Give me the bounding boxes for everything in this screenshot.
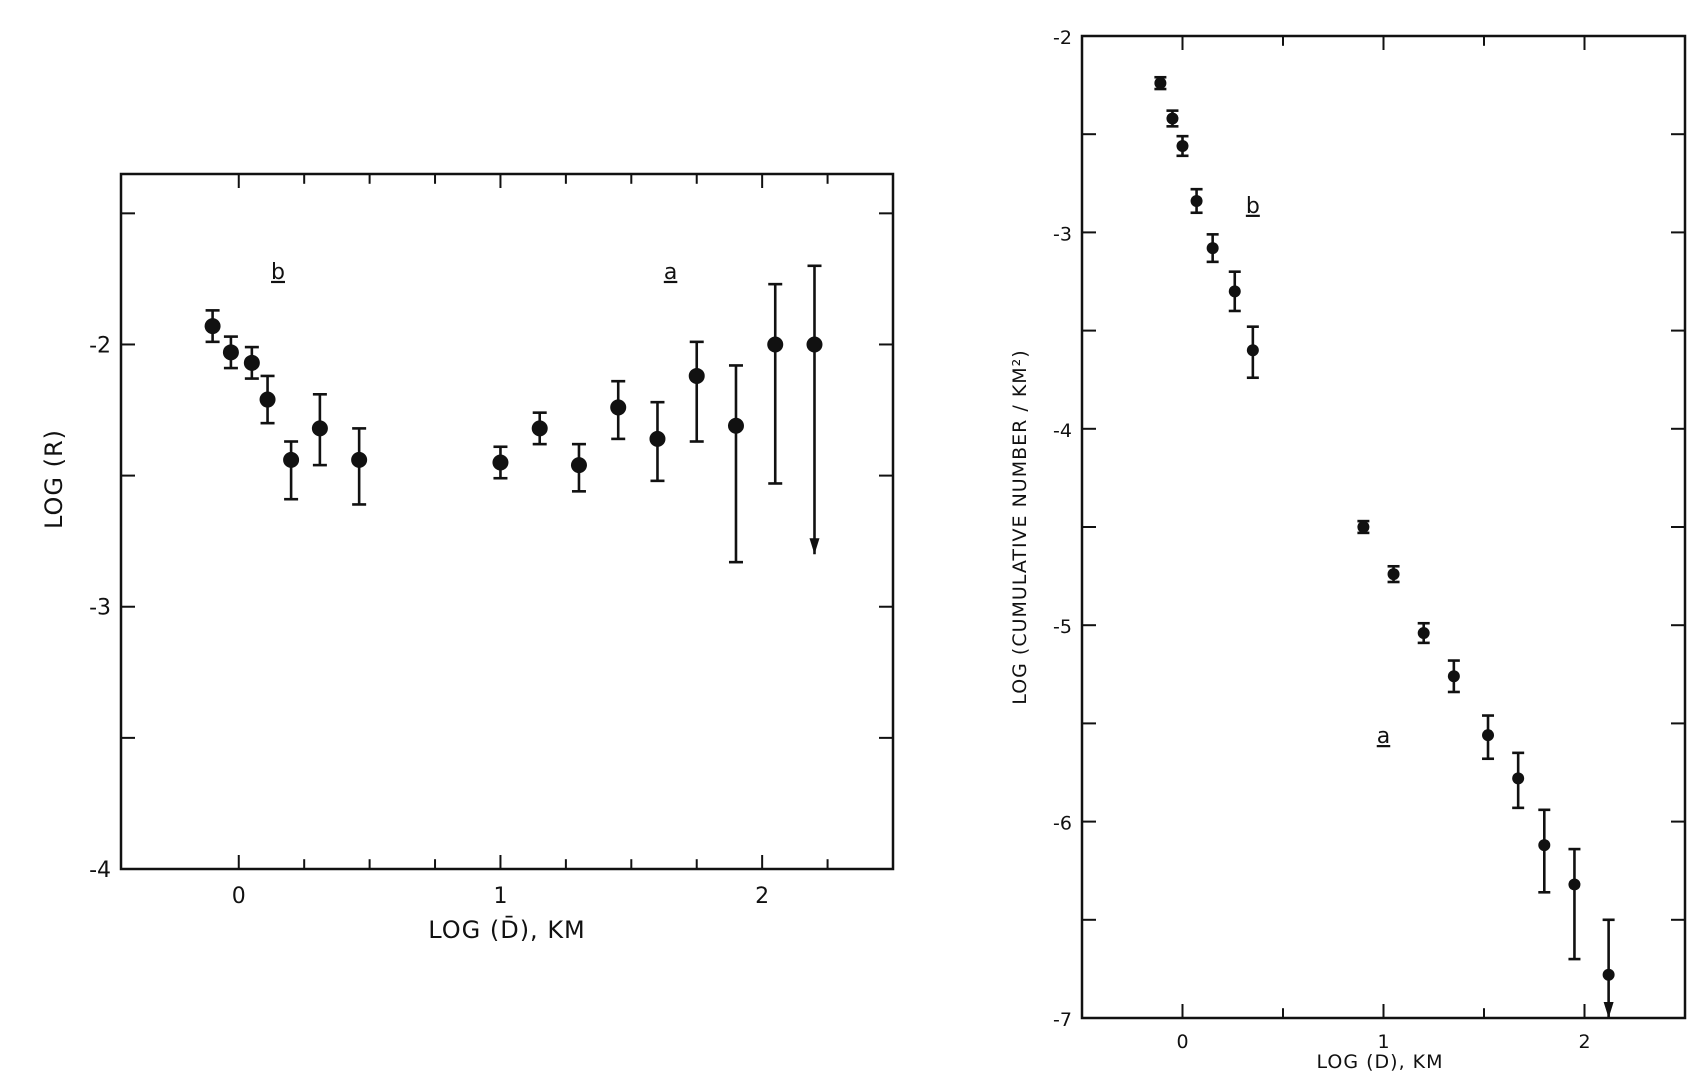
chart-left: 0 1 2 -2 -3 -4 b a LOG (D̄), KM LOG (R) xyxy=(40,172,895,944)
data-point-b xyxy=(1176,139,1189,152)
y-tick-label: -6 xyxy=(1053,813,1072,835)
data-point-b xyxy=(1190,194,1203,207)
data-point-a xyxy=(806,336,823,353)
x-tick-label: 2 xyxy=(755,884,769,909)
ticks-left xyxy=(121,174,893,870)
points-right xyxy=(1154,75,1615,1018)
data-point-a xyxy=(570,457,587,474)
data-point-a xyxy=(688,367,705,384)
data-point-b xyxy=(1246,344,1259,357)
group-label-a: a xyxy=(664,260,677,285)
data-point-a xyxy=(767,336,784,353)
group-label-a: a xyxy=(1377,724,1390,749)
y-tick-label: -2 xyxy=(89,333,111,358)
tick-labels-left: 0 1 2 -2 -3 -4 b a xyxy=(89,260,769,909)
data-point-a xyxy=(1417,627,1430,640)
data-point-b xyxy=(1166,112,1179,125)
data-point-b xyxy=(351,451,368,468)
data-point-b xyxy=(1228,285,1241,298)
x-tick-label: 1 xyxy=(493,884,507,909)
data-point-b xyxy=(1206,242,1219,255)
x-tick-label: 0 xyxy=(1176,1031,1188,1053)
data-point-a xyxy=(1602,968,1615,981)
data-point-a xyxy=(1538,839,1551,852)
data-point-b xyxy=(1154,77,1167,90)
y-tick-label: -2 xyxy=(1053,27,1072,49)
plot-frame-left xyxy=(119,172,895,871)
ticks-right xyxy=(1081,35,1685,1019)
data-point-a xyxy=(1387,568,1400,581)
x-tick-label: 0 xyxy=(232,884,246,909)
data-point-b xyxy=(204,318,221,335)
data-point-a xyxy=(1482,729,1495,742)
plot-frame-right xyxy=(1080,34,1687,1020)
data-point-a xyxy=(649,430,666,447)
y-tick-label: -5 xyxy=(1053,616,1072,638)
y-axis-label-left: LOG (R) xyxy=(40,429,68,529)
chart-right: 0 1 2 -2 -3 -4 -5 -6 -7 b a LOG (D), KM LOG (CUMUL… xyxy=(1009,27,1687,1073)
x-tick-label: 2 xyxy=(1578,1031,1590,1053)
data-point-b xyxy=(283,451,300,468)
data-point-a xyxy=(610,399,627,416)
data-point-a xyxy=(727,417,744,434)
y-tick-label: -4 xyxy=(1053,420,1072,442)
y-tick-label: -7 xyxy=(1053,1009,1072,1031)
data-point-a xyxy=(492,454,509,471)
y-axis-label-right: LOG (CUMULATIVE NUMBER / KM²) xyxy=(1009,349,1031,704)
data-point-b xyxy=(259,391,276,408)
data-point-a xyxy=(1512,772,1525,785)
data-point-a xyxy=(1447,670,1460,683)
data-point-b xyxy=(311,420,328,437)
data-point-b xyxy=(222,344,239,361)
points-left xyxy=(204,264,823,564)
tick-labels-right: 0 1 2 -2 -3 -4 -5 -6 -7 b a xyxy=(1053,27,1591,1053)
group-label-b: b xyxy=(271,260,285,285)
y-tick-label: -4 xyxy=(89,858,111,883)
y-tick-label: -3 xyxy=(1053,223,1072,245)
x-tick-label: 1 xyxy=(1377,1031,1389,1053)
data-point-a xyxy=(1357,521,1370,533)
y-tick-label: -3 xyxy=(89,596,111,621)
data-point-a xyxy=(531,420,548,437)
data-point-b xyxy=(243,354,260,371)
upper-limit-arrow xyxy=(1603,1002,1614,1018)
data-point-a xyxy=(1568,878,1581,891)
group-label-b: b xyxy=(1246,194,1260,219)
x-axis-label-right: LOG (D), KM xyxy=(1316,1051,1443,1073)
upper-limit-arrow xyxy=(809,538,820,555)
x-axis-label-left: LOG (D̄), KM xyxy=(428,915,586,944)
